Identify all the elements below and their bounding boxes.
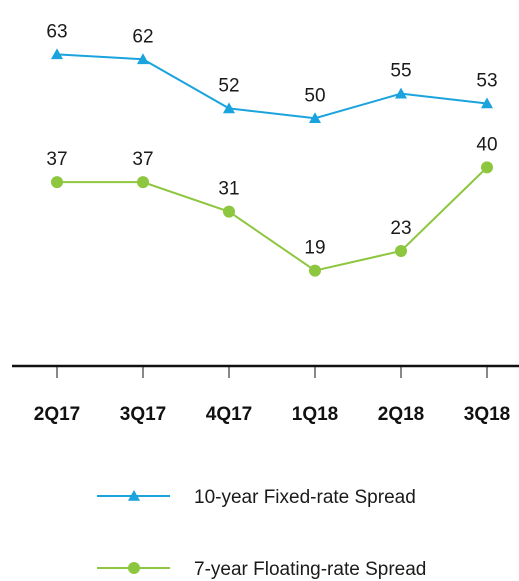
data-label: 63 (46, 21, 67, 42)
data-point-triangle (309, 112, 321, 124)
data-point-triangle (395, 87, 407, 99)
data-label: 40 (476, 134, 497, 155)
data-point-triangle (481, 97, 493, 109)
x-tick-label: 2Q17 (34, 404, 80, 425)
x-tick-label: 3Q18 (464, 404, 510, 425)
data-label: 19 (304, 238, 325, 259)
series-1: 63 62 52 50 55 53 (46, 21, 498, 124)
legend-label: 10-year Fixed-rate Spread (194, 487, 416, 508)
data-point-triangle (223, 102, 235, 114)
series-line (57, 166, 488, 272)
data-point-circle (51, 176, 63, 189)
data-label: 37 (46, 149, 67, 170)
x-tick-label: 2Q18 (378, 404, 424, 425)
data-point-circle (395, 244, 407, 257)
x-axis-ticks: 2Q17 3Q17 4Q17 1Q18 2Q18 3Q18 (34, 367, 510, 425)
data-label: 37 (132, 149, 153, 170)
legend-item-2: 7-year Floating-rate Spread (97, 559, 426, 580)
series-layer: 63 62 52 50 55 53 37 37 31 19 23 40 (46, 21, 498, 277)
legend: 10-year Fixed-rate Spread 7-year Floating… (97, 487, 426, 580)
data-label: 52 (218, 75, 239, 96)
data-label: 23 (390, 218, 411, 239)
x-tick-label: 3Q17 (120, 404, 166, 425)
legend-item-1: 10-year Fixed-rate Spread (97, 487, 416, 508)
series-2: 37 37 31 19 23 40 (46, 134, 498, 277)
legend-label: 7-year Floating-rate Spread (194, 559, 426, 580)
data-point-circle (223, 205, 235, 218)
legend-circle-icon (128, 562, 140, 574)
legend-triangle-icon (128, 490, 140, 501)
data-point-triangle (137, 53, 149, 65)
data-label: 53 (476, 71, 497, 92)
data-point-circle (481, 161, 493, 174)
data-label: 31 (218, 179, 239, 200)
data-point-circle (137, 176, 149, 189)
data-label: 50 (304, 85, 325, 106)
x-tick-label: 1Q18 (292, 404, 338, 425)
x-tick-label: 4Q17 (206, 404, 252, 425)
data-point-triangle (51, 48, 63, 60)
data-point-circle (309, 264, 321, 277)
data-label: 55 (390, 61, 411, 82)
data-label: 62 (132, 26, 153, 47)
series-line (56, 53, 488, 120)
